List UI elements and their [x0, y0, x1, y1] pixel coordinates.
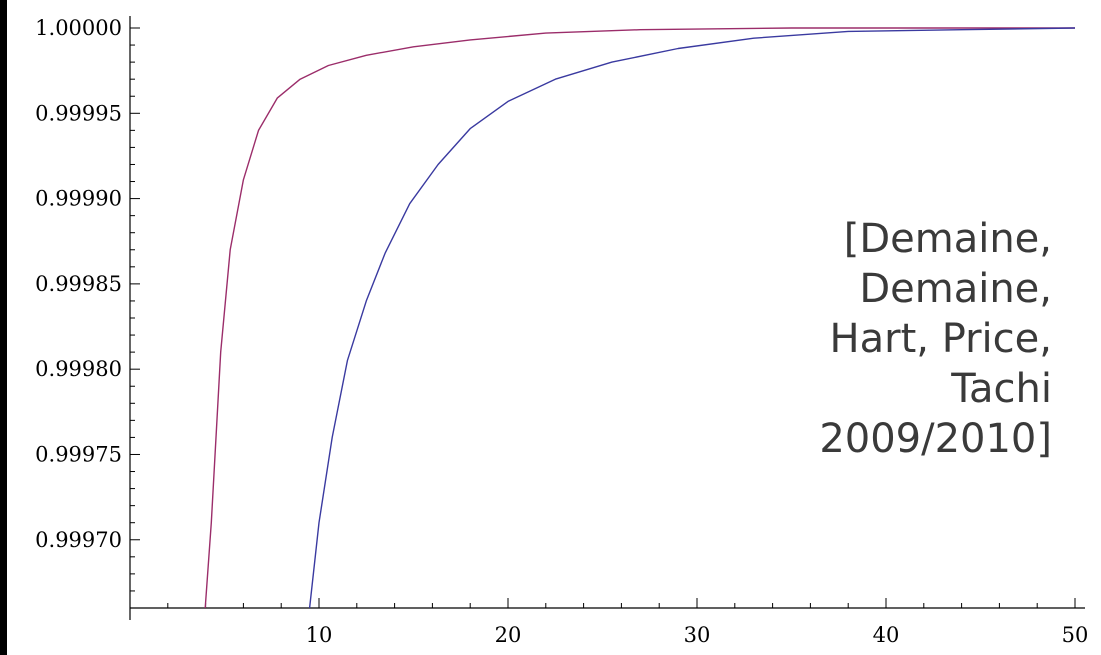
y-tick-label: 0.99975 — [35, 442, 122, 466]
x-tick-label: 10 — [306, 623, 333, 647]
series-line-1 — [204, 27, 1075, 609]
series-layer — [204, 27, 1076, 609]
x-tick-label: 50 — [1062, 623, 1089, 647]
x-tick-label: 30 — [684, 623, 711, 647]
citation-line-1: [Demaine, — [844, 216, 1052, 262]
y-tick-label: 0.99995 — [35, 101, 122, 125]
y-axis: 0.99970 0.99975 0.99980 0.99985 0.99990 0.999… — [35, 16, 140, 620]
left-edge-bar — [0, 0, 7, 655]
x-tick-label: 20 — [495, 623, 522, 647]
citation-line-3: Hart, Price, — [830, 316, 1052, 362]
citation-line-2: Demaine, — [859, 266, 1052, 312]
citation-line-4: Tachi — [950, 366, 1052, 412]
y-tick-label: 0.99985 — [35, 272, 122, 296]
citation-line-5: 2009/2010] — [819, 416, 1052, 462]
x-axis: 10 20 30 40 50 — [130, 598, 1088, 647]
y-tick-label: 0.99990 — [35, 187, 122, 211]
y-tick-label: 1.00000 — [35, 16, 122, 40]
y-tick-label: 0.99970 — [35, 528, 122, 552]
x-tick-label: 40 — [873, 623, 900, 647]
series-line-2 — [308, 27, 1076, 609]
y-tick-label: 0.99980 — [35, 357, 122, 381]
citation-annotation: [Demaine, Demaine, Hart, Price, Tachi 20… — [819, 216, 1052, 462]
